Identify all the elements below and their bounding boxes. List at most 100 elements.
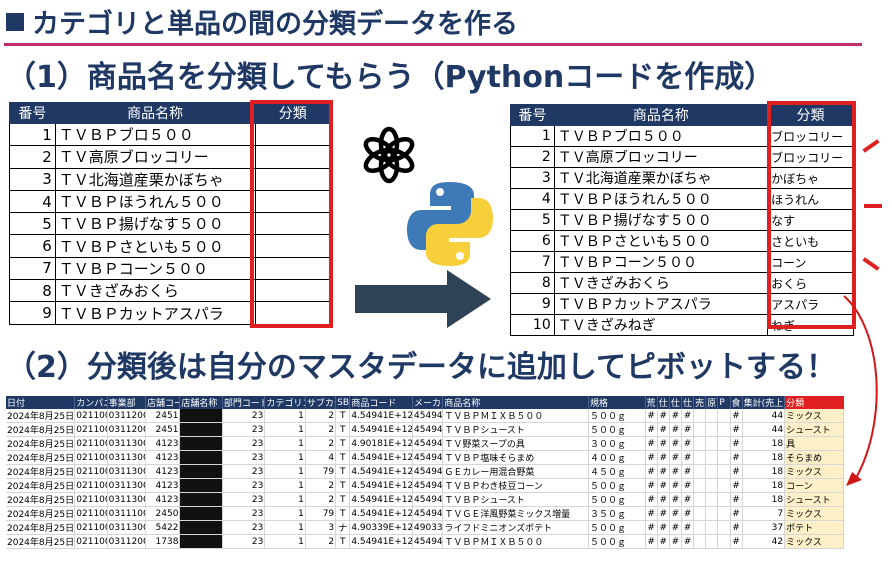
master-cell: 45494 bbox=[412, 534, 444, 549]
col-header-number: 番号 bbox=[9, 102, 56, 124]
master-cell: ５００ｇ bbox=[588, 422, 646, 437]
master-col-header: 規格 bbox=[588, 396, 646, 409]
master-cell: 45494 bbox=[412, 409, 444, 423]
master-cell: # bbox=[730, 450, 743, 465]
master-cell bbox=[693, 436, 707, 451]
master-cell: # bbox=[645, 464, 658, 479]
master-cell bbox=[705, 478, 719, 493]
classification-value: ブロッコリー bbox=[767, 146, 854, 168]
table-row: 8 ＴＶきざみおくら おくら bbox=[510, 272, 854, 294]
master-cell: ５００ｇ bbox=[588, 492, 646, 507]
table-row: 9 ＴＶＢＰカットアスパラ bbox=[9, 301, 331, 325]
master-cell bbox=[693, 409, 707, 423]
col-header-number: 番号 bbox=[510, 104, 555, 126]
row-number: 5 bbox=[510, 209, 555, 231]
row-number: 4 bbox=[9, 189, 56, 214]
master-cell: # bbox=[645, 478, 658, 493]
master-cell: 0311300 bbox=[107, 436, 147, 451]
row-number: 7 bbox=[510, 251, 555, 273]
master-cell bbox=[717, 520, 731, 535]
master-cell: ナ bbox=[335, 520, 351, 535]
master-cell: ５００ｇ bbox=[588, 478, 646, 493]
master-cell bbox=[717, 450, 731, 465]
table-row: 2 ＴＶ高原ブロッコリー ブロッコリー bbox=[510, 146, 854, 168]
product-name: ＴＶＢＰコーン５００ bbox=[553, 251, 769, 273]
master-cell: 0311200 bbox=[107, 422, 147, 437]
row-number: 8 bbox=[9, 279, 56, 303]
master-cell: 1 bbox=[264, 520, 306, 535]
master-col-header: 集計(売上) bbox=[742, 396, 786, 409]
master-cell: T bbox=[335, 436, 351, 451]
master-cell bbox=[705, 436, 719, 451]
master-cell: ５００ｇ bbox=[588, 534, 646, 549]
master-cell: # bbox=[657, 478, 670, 493]
master-cell bbox=[693, 534, 707, 549]
section2-title: （2）分類後は自分のマスタデータに追加してピボットする！ bbox=[6, 350, 836, 385]
master-cell: ＧＥカレー用混合野菜 bbox=[442, 464, 589, 479]
product-name: ＴＶきざみねぎ bbox=[553, 314, 769, 336]
master-cell: ３５０ｇ bbox=[588, 506, 646, 521]
master-cell bbox=[717, 436, 731, 451]
master-cell: T bbox=[335, 506, 351, 521]
master-cell: 37 bbox=[742, 520, 786, 535]
master-col-header: メーカー bbox=[412, 396, 444, 409]
master-col-header: 原 bbox=[705, 396, 719, 409]
master-cell: 4123 bbox=[145, 436, 181, 451]
redacted-store-name bbox=[179, 436, 223, 451]
master-cell: # bbox=[657, 492, 670, 507]
row-number: 3 bbox=[9, 167, 56, 191]
master-cell: # bbox=[681, 422, 695, 437]
master-cell: 0311300 bbox=[107, 478, 147, 493]
table-row: 1 ＴＶＢＰブロ５００ bbox=[9, 122, 331, 147]
master-cell: 0311200 bbox=[107, 409, 147, 423]
master-cell bbox=[717, 422, 731, 437]
master-data-table: 日付カンパニー事業部店舗コード店舗名称部門コードカテゴリコードサブカテゴリSB商… bbox=[6, 396, 844, 549]
master-cell bbox=[693, 478, 707, 493]
master-cell: 2451 bbox=[145, 422, 181, 437]
master-cell: 1 bbox=[264, 409, 306, 423]
master-col-header: P bbox=[717, 396, 731, 409]
master-cell: # bbox=[669, 436, 683, 451]
classification-value: ほうれん bbox=[767, 188, 854, 210]
table-row: 5 ＴＶＢＰ揚げなす５００ なす bbox=[510, 209, 854, 231]
master-cell: 4.90181E+12 bbox=[349, 436, 414, 451]
master-cell: # bbox=[681, 492, 695, 507]
table-row: 6 ＴＶＢＰさといも５００ さといも bbox=[510, 230, 854, 252]
emphasis-tick-icon bbox=[864, 204, 882, 208]
master-cell: 23 bbox=[222, 506, 266, 521]
master-cell: 4123 bbox=[145, 464, 181, 479]
master-cell: ３００ｇ bbox=[588, 436, 646, 451]
master-cell: T bbox=[335, 422, 351, 437]
master-cell bbox=[693, 422, 707, 437]
master-cell: ＴＶＢＰシュースト bbox=[442, 492, 589, 507]
table-row: 7 ＴＶＢＰコーン５００ bbox=[9, 256, 331, 281]
master-row: 2024年8月25日02110003113004123 2312T4.90181E… bbox=[6, 436, 844, 451]
master-cell: 2024年8月25日 bbox=[6, 506, 76, 521]
master-cell: 23 bbox=[222, 422, 266, 437]
table-row: 8 ＴＶきざみおくら bbox=[9, 279, 331, 303]
row-number: 6 bbox=[9, 234, 56, 258]
master-cell: 1 bbox=[264, 492, 306, 507]
master-cell: 7 bbox=[742, 506, 786, 521]
redacted-store-name bbox=[179, 492, 223, 507]
master-cell: 2024年8月25日 bbox=[6, 422, 76, 437]
master-cell: 2024年8月25日 bbox=[6, 492, 76, 507]
master-cell: 45494 bbox=[412, 506, 444, 521]
master-cell: # bbox=[657, 436, 670, 451]
master-cell: 4.54941E+12 bbox=[349, 450, 414, 465]
row-number: 5 bbox=[9, 212, 56, 236]
master-cell bbox=[717, 464, 731, 479]
master-cell: T bbox=[335, 534, 351, 549]
table-row: 4 ＴＶＢＰほうれん５００ ほうれん bbox=[510, 188, 854, 210]
master-cell: 23 bbox=[222, 409, 266, 423]
master-col-header: 商品名称 bbox=[442, 396, 589, 409]
redacted-store-name bbox=[179, 409, 223, 423]
master-classification-cell: シュースト bbox=[784, 422, 844, 437]
master-cell: # bbox=[730, 464, 743, 479]
master-cell: 1 bbox=[264, 436, 306, 451]
master-cell bbox=[693, 520, 707, 535]
section1-title: （1）商品名を分類してもらう（Pythonコードを作成） bbox=[6, 60, 775, 95]
master-cell: 1 bbox=[264, 478, 306, 493]
